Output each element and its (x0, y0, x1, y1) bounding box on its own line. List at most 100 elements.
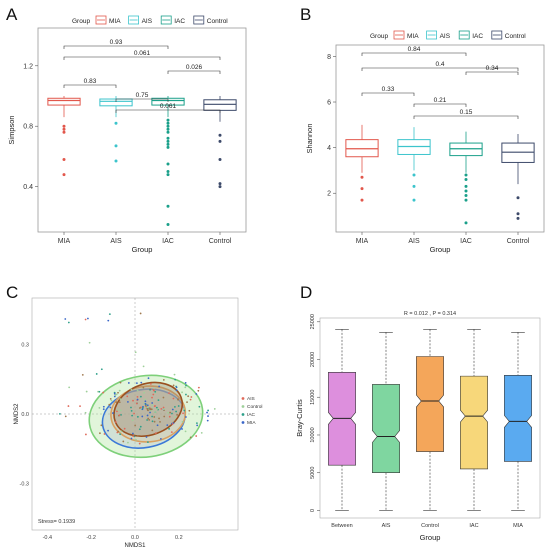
stress-annotation: Stress= 0.1939 (38, 519, 75, 525)
sample-point (146, 414, 149, 417)
sample-point (112, 412, 114, 414)
legend-item: MIA (407, 33, 419, 40)
outlier-point (114, 121, 118, 125)
sample-point (107, 429, 109, 432)
sample-point (84, 318, 87, 321)
legend-title: Group (72, 18, 90, 25)
bracket (63, 84, 117, 88)
outlier-point (412, 198, 416, 202)
outlier-point (218, 182, 222, 186)
box-body (416, 356, 444, 452)
sample-point (134, 351, 137, 354)
outlier-point (166, 222, 170, 226)
outlier-point (218, 185, 222, 189)
sample-point (140, 381, 143, 384)
y-tick-label: 15000 (310, 390, 316, 405)
sample-point (119, 433, 122, 436)
panel-c: C -0.4 -0.2 0.0 0.2 -0.3 0.0 0.3 NMDS1 NMDS2 AIS Co… (6, 283, 262, 549)
x-tick-label: 0.2 (175, 535, 183, 541)
sample-point (99, 432, 101, 435)
p-value-label: 0.15 (460, 109, 473, 116)
sample-point (197, 386, 200, 389)
sample-point (149, 383, 152, 385)
outlier-point (62, 157, 66, 161)
sample-point (176, 413, 179, 416)
plot-area (335, 44, 545, 233)
x-tick-label: MIA (58, 238, 71, 245)
box-mia (504, 332, 532, 511)
sample-point (81, 373, 84, 376)
sample-point (113, 392, 116, 395)
sample-point (186, 401, 188, 403)
sample-point (207, 415, 209, 417)
sample-point (181, 391, 183, 394)
sample-point (110, 399, 113, 402)
p-value-label: 0.33 (382, 86, 395, 93)
sample-point (148, 418, 151, 421)
sample-point (67, 405, 70, 407)
sample-point (175, 386, 178, 389)
sample-point (103, 433, 106, 435)
x-tick-label: Control (421, 523, 439, 529)
y-tick-label: 4 (327, 145, 331, 152)
x-tick-label: MIA (513, 523, 523, 529)
sample-point (177, 398, 179, 401)
panel-label: B (300, 5, 311, 24)
sample-point (84, 411, 87, 414)
sample-point (102, 408, 105, 411)
sample-point (168, 427, 170, 430)
sample-point (181, 420, 184, 423)
legend-title: Group (370, 33, 388, 40)
box-iac (449, 131, 483, 225)
box-control (416, 329, 444, 511)
sample-point (138, 407, 141, 409)
sample-point (185, 384, 187, 387)
x-tick-label: -0.2 (86, 535, 95, 541)
sample-point (126, 395, 129, 398)
sample-point (173, 405, 176, 408)
legend-item: IAC (174, 18, 185, 25)
sample-point (171, 408, 174, 411)
bracket (167, 70, 221, 74)
sample-point (151, 415, 154, 418)
sample-point (196, 424, 199, 427)
bracket (361, 92, 415, 96)
y-axis-title: NMDS2 (14, 403, 20, 425)
x-tick-label: Control (507, 238, 530, 245)
sample-point (151, 396, 153, 399)
outlier-point (464, 198, 468, 202)
x-tick-label: IAC (469, 523, 478, 529)
sample-point (118, 414, 121, 416)
box-body (47, 97, 81, 106)
box-mia (47, 96, 81, 177)
outlier-point (360, 175, 364, 179)
box-between (328, 329, 356, 511)
sample-point (115, 393, 118, 396)
sample-point (117, 409, 119, 412)
panel-label: D (300, 283, 312, 302)
outlier-point (114, 144, 118, 148)
sample-point (184, 430, 187, 433)
sample-point (149, 388, 151, 391)
sample-point (162, 379, 165, 381)
sample-point (171, 422, 174, 425)
outlier-point (360, 187, 364, 191)
box-ais (372, 332, 400, 511)
sample-point (151, 420, 154, 423)
bracket (115, 98, 169, 102)
sample-point (139, 395, 142, 398)
panel-label: C (6, 283, 18, 302)
sample-point (189, 398, 192, 401)
bracket (63, 56, 221, 60)
sample-point (108, 313, 111, 315)
outlier-point (464, 194, 468, 198)
legend-marker (241, 421, 245, 424)
outlier-point (166, 130, 170, 134)
sample-point (153, 416, 156, 418)
legend-item: Control (247, 404, 262, 410)
x-tick-label: IAC (162, 238, 174, 245)
sample-point (102, 405, 105, 408)
sample-point (132, 432, 134, 435)
sample-point (117, 430, 120, 433)
sample-point (130, 437, 133, 440)
